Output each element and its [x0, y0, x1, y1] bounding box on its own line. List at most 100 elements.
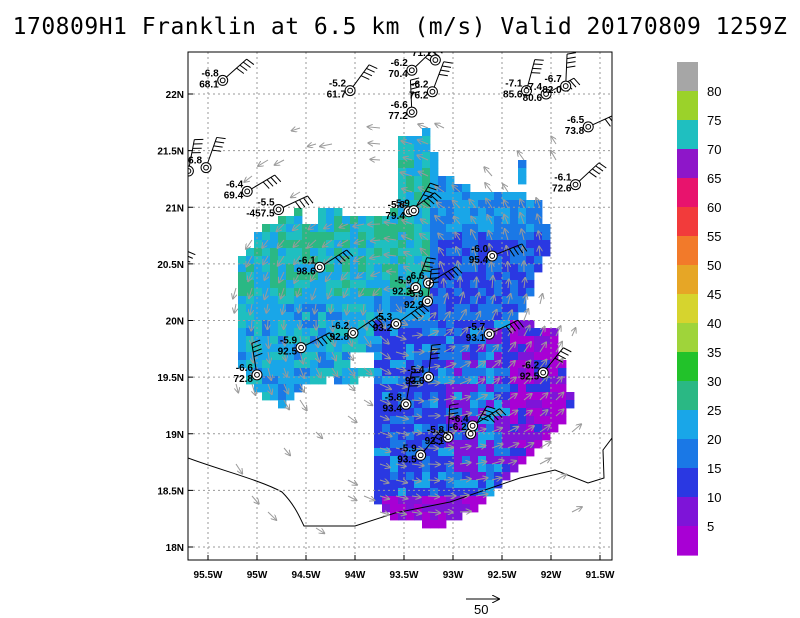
wind-speed-cell: [406, 408, 415, 417]
wind-barb-flag: [216, 136, 226, 140]
wind-speed-cell: [510, 312, 519, 321]
wind-speed-cell: [238, 264, 247, 273]
wind-vector: [443, 447, 453, 448]
wind-speed-cell: [406, 192, 415, 201]
wind-speed-cell: [278, 360, 287, 369]
wind-speed-cell: [398, 424, 407, 433]
wind-vector: [523, 247, 524, 257]
wind-speed-cell: [382, 408, 391, 417]
wind-speed-cell: [374, 488, 383, 497]
wind-speed-cell: [566, 400, 575, 409]
wind-speed-cell: [414, 480, 423, 489]
wind-speed-cell: [254, 256, 263, 265]
wind-speed-cell: [246, 376, 255, 385]
wind-speed-cell: [342, 280, 351, 289]
wind-speed-cell: [510, 232, 519, 241]
wind-vector: [379, 399, 390, 404]
wind-speed-cell: [486, 464, 495, 473]
wind-vector: [471, 230, 477, 241]
wind-vector: [395, 496, 407, 499]
observation-station: -6.8: [188, 136, 226, 174]
wind-speed-cell: [542, 232, 551, 241]
wind-vector: [314, 303, 316, 313]
wind-speed-cell: [406, 424, 415, 433]
wind-speed-cell: [390, 360, 399, 369]
wind-speed-cell: [430, 496, 439, 505]
wind-speed-cell: [414, 384, 423, 393]
observation-station: -6.868.1: [199, 58, 255, 90]
wind-vector: [244, 175, 253, 182]
wind-barb-flag: [242, 61, 251, 68]
wind-speed-cell: [390, 480, 399, 489]
wind-speed-cell: [294, 336, 303, 345]
observation-temperature: -7.4: [525, 82, 543, 93]
wind-vector: [422, 262, 429, 273]
colorbar-swatch: [677, 91, 698, 121]
wind-speed-cell: [398, 144, 407, 153]
wind-speed-cell: [438, 464, 447, 473]
wind-vector: [308, 239, 317, 248]
wind-barb-flag: [592, 168, 601, 175]
wind-speed-cell: [390, 256, 399, 265]
wind-speed-cell: [494, 280, 503, 289]
wind-speed-cell: [390, 328, 399, 337]
wind-speed-cell: [486, 192, 495, 201]
wind-speed-cell: [534, 376, 543, 385]
wind-speed-cell: [526, 280, 535, 289]
wind-speed-cell: [318, 240, 327, 249]
wind-speed-cell: [446, 456, 455, 465]
wind-speed-cell: [382, 264, 391, 273]
wind-speed-cell: [406, 168, 415, 177]
wind-vector: [395, 384, 407, 387]
station-inner-ring: [408, 109, 415, 116]
wind-vector: [523, 394, 532, 401]
wind-speed-cell: [366, 240, 375, 249]
wind-vector: [571, 424, 581, 433]
wind-speed-cell: [438, 376, 447, 385]
wind-speed-cell: [318, 208, 327, 217]
wind-speed-cell: [286, 248, 295, 257]
observation-value: 70.4: [388, 69, 408, 80]
observation-value: 93.2: [373, 323, 393, 334]
wind-speed-cell: [310, 304, 319, 313]
wind-speed-cell: [446, 200, 455, 209]
wind-speed-cell: [270, 360, 279, 369]
wind-speed-cell: [454, 440, 463, 449]
wind-speed-cell: [494, 216, 503, 225]
wind-vector: [315, 367, 321, 377]
wind-vector: [427, 399, 438, 400]
wind-speed-cell: [390, 504, 399, 513]
wind-speed-cell: [486, 448, 495, 457]
wind-vector: [371, 272, 381, 276]
wind-speed-cell: [390, 336, 399, 345]
wind-speed-cell: [510, 200, 519, 209]
wind-speed-cell: [510, 216, 519, 225]
wind-speed-cell: [310, 328, 319, 337]
wind-speed-cell: [358, 344, 367, 353]
wind-speed-cell: [478, 320, 487, 329]
wind-speed-cell: [358, 240, 367, 249]
wind-barb-flag: [303, 197, 310, 206]
wind-vector: [427, 383, 439, 384]
wind-speed-cell: [310, 264, 319, 273]
wind-speed-cell: [342, 360, 351, 369]
observation-temperature: -6.1: [298, 255, 316, 266]
wind-vector: [379, 383, 391, 389]
wind-vector: [395, 303, 401, 312]
wind-speed-cell: [414, 160, 423, 169]
wind-speed-cell: [398, 272, 407, 281]
wind-vector: [411, 512, 421, 513]
wind-vector: [411, 295, 418, 305]
wind-speed-cell: [358, 328, 367, 337]
wind-speed-cell: [486, 320, 495, 329]
station-outer-ring: [423, 277, 434, 289]
wind-barb-flag: [499, 408, 507, 416]
wind-speed-cell: [518, 336, 527, 345]
wind-speed-cell: [486, 264, 495, 273]
wind-vector: [246, 239, 253, 249]
wind-speed-cell: [374, 480, 383, 489]
wind-speed-cell: [342, 376, 351, 385]
wind-speed-cell: [278, 264, 287, 273]
wind-speed-cell: [462, 352, 471, 361]
wind-speed-cell: [358, 280, 367, 289]
